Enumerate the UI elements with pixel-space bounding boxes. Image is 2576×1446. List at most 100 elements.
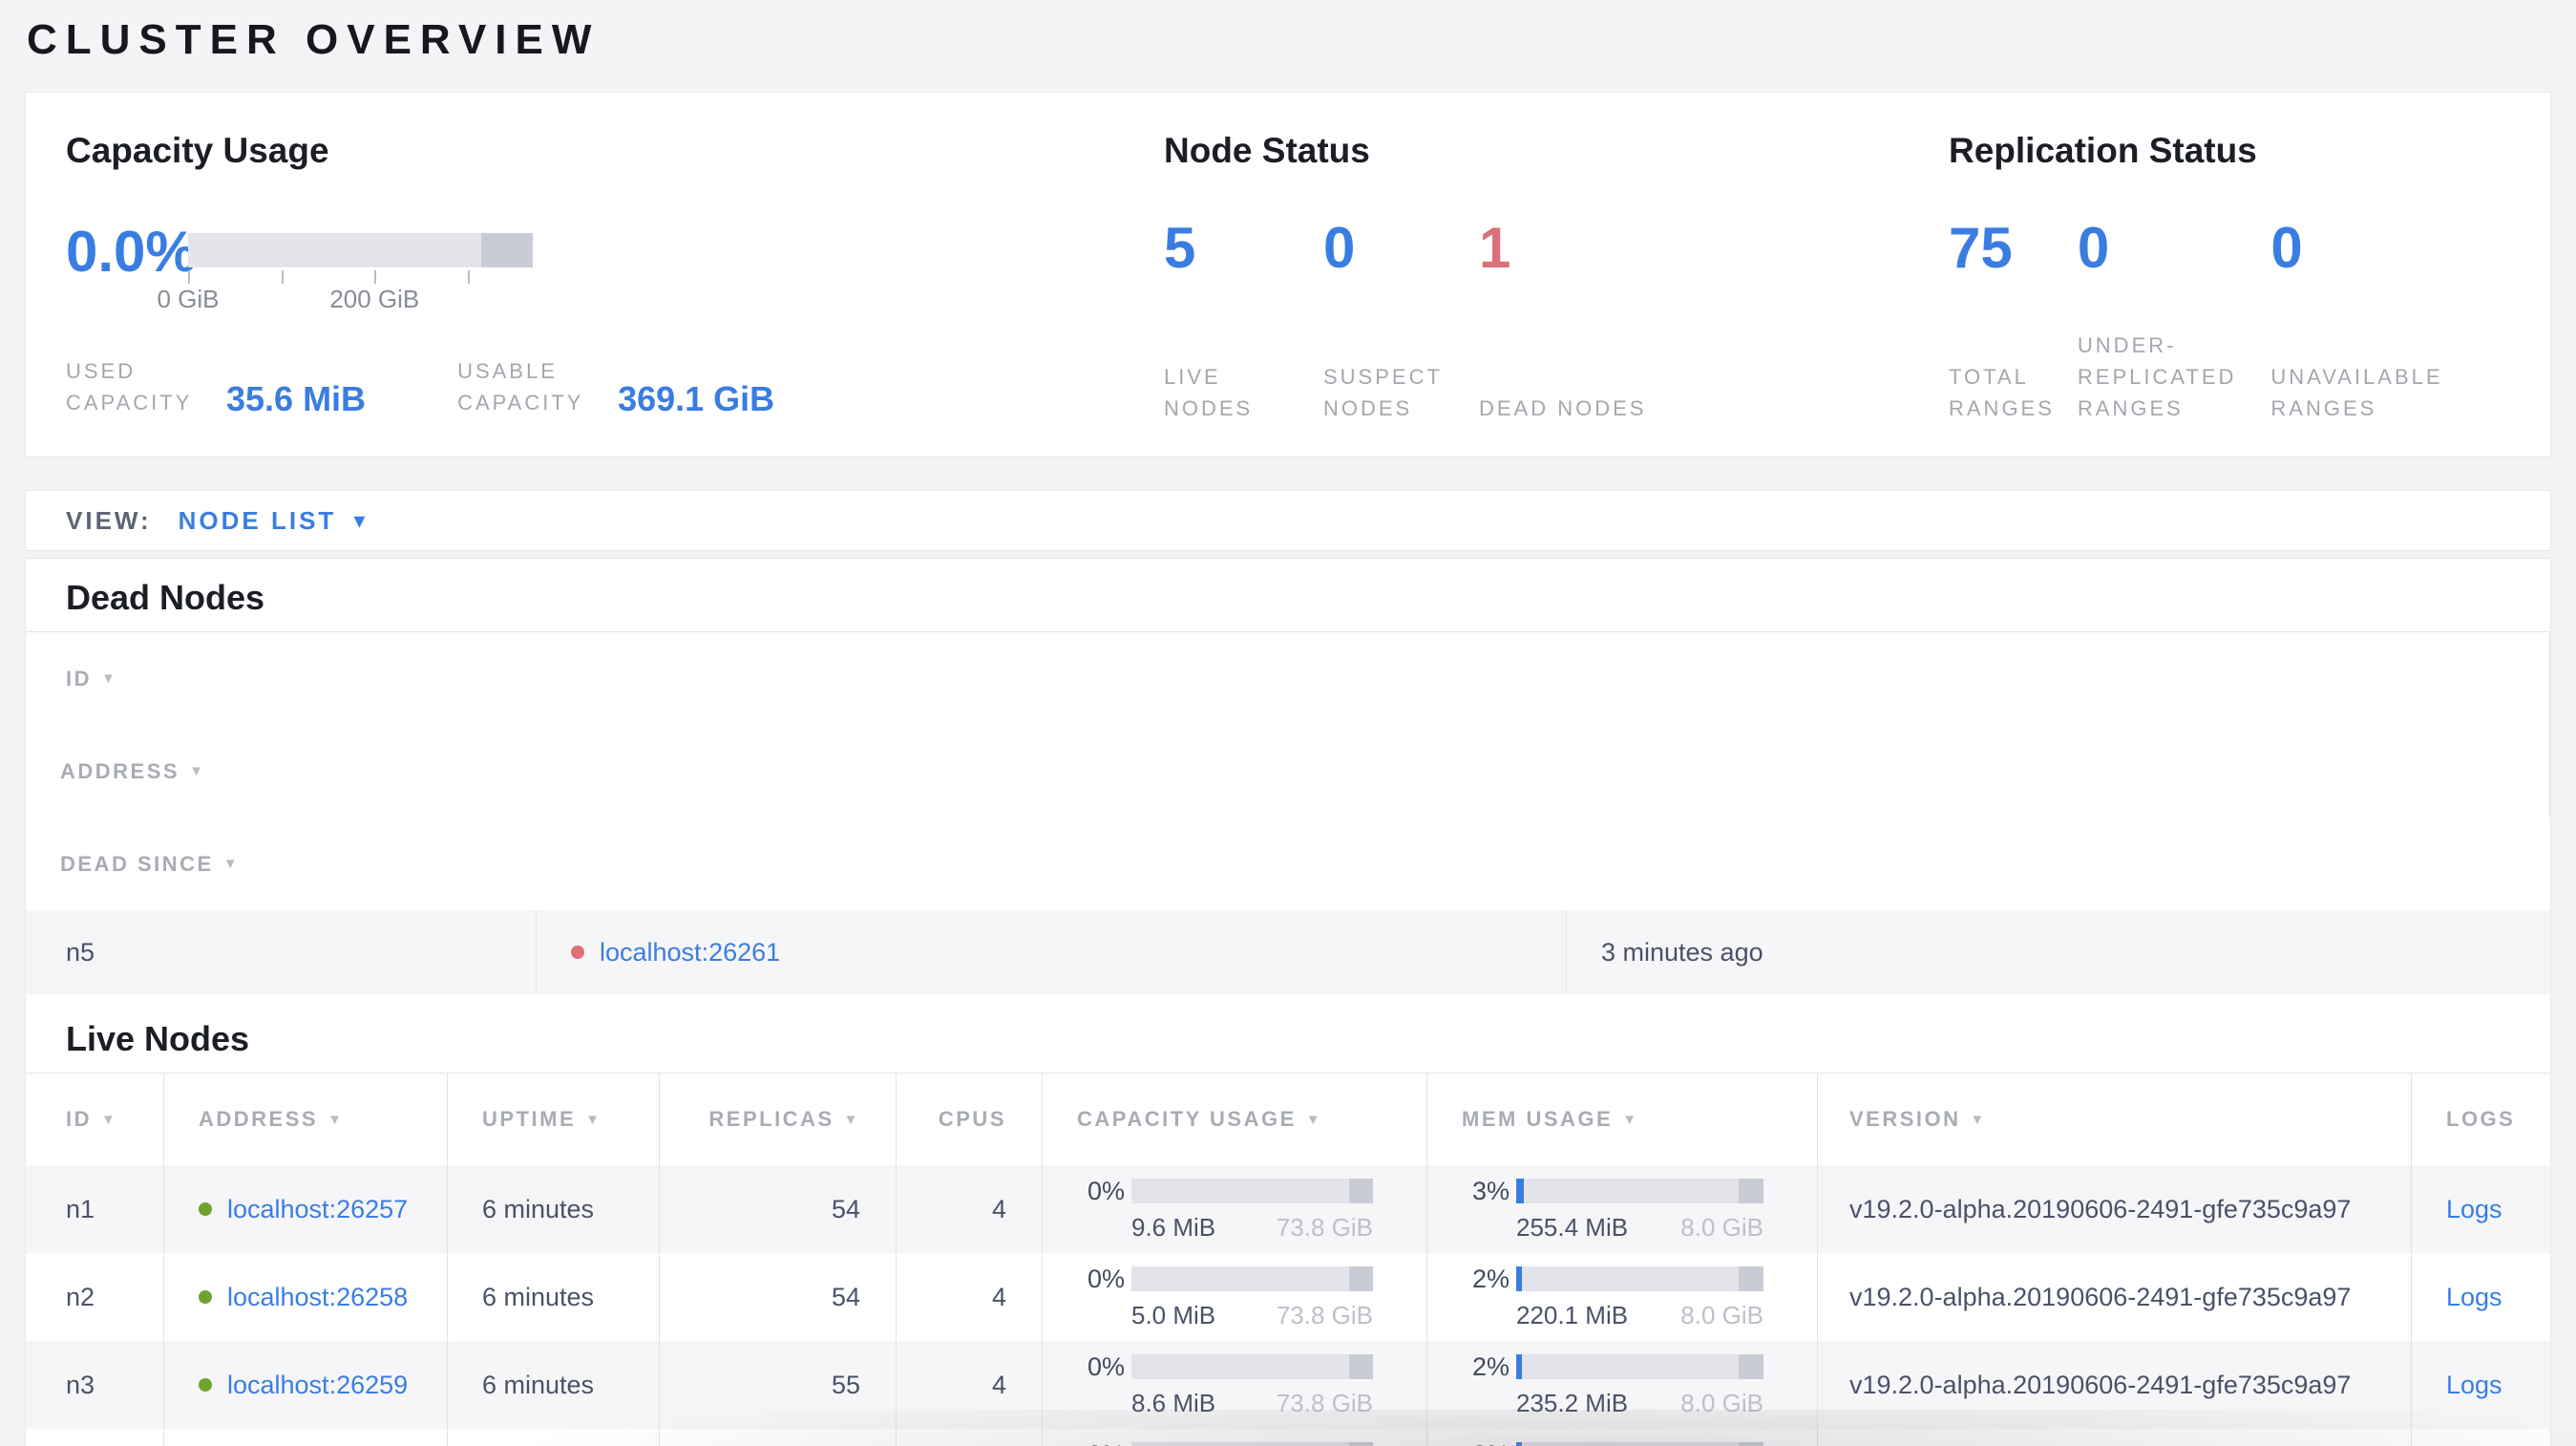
capacity-total-value: 73.8 GiB [1276,1300,1373,1329]
live-node-address-link[interactable]: localhost:26259 [227,1370,409,1399]
live-node-version: v19.2.0-alpha.20190606-2491-gfe735c9a97 [1818,1429,2412,1446]
capacity-other-segment [1348,1442,1373,1446]
mem-used-value: 255.4 MiB [1516,1212,1629,1242]
dead-col-header-address[interactable]: ADDRESS ▼ [26,725,2550,818]
mem-total-value: 8.0 GiB [1680,1212,1763,1242]
suspect-nodes-stat: 0 SUSPECT NODES [1323,217,1479,424]
mem-mini-bar [1516,1266,1763,1291]
node-status-title: Node Status [1164,131,1370,170]
capacity-mini-bar [1131,1179,1373,1203]
mem-fill [1516,1354,1523,1379]
mem-total-value: 8.0 GiB [1680,1300,1763,1329]
live-node-replicas: 54 [660,1165,897,1253]
sort-icon: ▼ [1622,1111,1639,1128]
live-col-header-mem-usage[interactable]: MEM USAGE ▼ [1427,1074,1818,1165]
capacity-stats: USED CAPACITY 35.6 MiB USABLE CAPACITY 3… [66,355,774,418]
capacity-percent: 0.0% [66,220,197,284]
mem-other-segment [1739,1354,1763,1379]
capacity-used-value: 5.0 MiB [1131,1300,1216,1329]
live-col-header-uptime[interactable]: UPTIME ▼ [448,1074,660,1165]
live-node-address-cell: localhost:26259 [164,1341,448,1429]
dead-node-address-link[interactable]: localhost:26261 [600,937,781,967]
capacity-percent-label: 0% [1087,1351,1125,1381]
capacity-percent-label: 0% [1087,1176,1125,1205]
used-capacity-value: 35.6 MiB [226,379,367,418]
dead-col-header-id[interactable]: ID ▼ [26,632,2550,725]
unavailable-ranges-count: 0 [2270,216,2303,280]
capacity-other-segment [1348,1266,1373,1291]
live-nodes-header-row: ID ▼ ADDRESS ▼ UPTIME ▼ REPLICAS ▼ CPUS [26,1074,2550,1165]
dead-node-row: n5 localhost:26261 3 minutes ago [26,910,2550,994]
live-col-logs-label: LOGS [2446,1107,2516,1131]
under-replicated-stat: 0 UNDER-REPLICATED RANGES [2078,217,2271,424]
capacity-usage-title: Capacity Usage [66,131,329,170]
mem-mini-bar [1516,1179,1763,1203]
dead-col-header-dead-since[interactable]: DEAD SINCE ▼ [26,818,2550,910]
live-node-logs-link[interactable]: Logs [2446,1194,2502,1223]
dead-nodes-stat: 1 DEAD NODES [1479,217,1669,424]
live-node-version: v19.2.0-alpha.20190606-2491-gfe735c9a97 [1818,1165,2412,1253]
live-node-row: n4 localhost:26262 6 minutes 53 4 0% 4.6… [26,1429,2550,1446]
mem-other-segment [1739,1266,1763,1291]
live-node-version: v19.2.0-alpha.20190606-2491-gfe735c9a97 [1818,1253,2412,1341]
live-node-address-cell: localhost:26258 [164,1253,448,1341]
capacity-percent-label: 0% [1087,1264,1125,1293]
sort-icon: ▼ [101,670,118,687]
live-col-header-address[interactable]: ADDRESS ▼ [164,1074,448,1165]
mem-used-value: 235.2 MiB [1516,1388,1629,1417]
nodes-panel: Dead Nodes ID ▼ ADDRESS ▼ DEAD SINCE ▼ n… [25,558,2551,1446]
live-nodes-rows: n1 localhost:26257 6 minutes 54 4 0% 9.6… [26,1165,2550,1446]
capacity-usage-section: Capacity Usage 0.0% 0 GiB [66,129,1154,457]
dead-nodes-label: DEAD NODES [1479,396,1647,420]
live-node-logs-link[interactable]: Logs [2446,1370,2502,1399]
live-node-replicas: 53 [660,1429,897,1446]
live-node-address-link[interactable]: localhost:26258 [227,1282,409,1311]
live-node-row: n3 localhost:26259 6 minutes 55 4 0% 8.6… [26,1341,2550,1429]
capacity-total-value: 73.8 GiB [1276,1388,1373,1417]
live-node-cpus: 4 [897,1429,1043,1446]
live-node-cpus: 4 [897,1253,1043,1341]
page-title: CLUSTER OVERVIEW [27,16,601,63]
live-node-uptime: 6 minutes [448,1429,660,1446]
live-node-uptime: 6 minutes [448,1165,660,1253]
view-dropdown[interactable]: NODE LIST ▾ [179,506,366,536]
live-node-row: n1 localhost:26257 6 minutes 54 4 0% 9.6… [26,1165,2550,1253]
dead-status-dot-icon [571,946,584,959]
capacity-percent-label: 0% [1043,1440,1125,1446]
mem-percent-label: 2% [1427,1440,1510,1446]
live-node-id: n1 [26,1165,164,1253]
used-capacity-label: USED CAPACITY [66,359,193,415]
live-node-address-cell: localhost:26262 [164,1429,448,1446]
live-col-header-id[interactable]: ID ▼ [26,1074,164,1165]
live-col-uptime-label: UPTIME [482,1107,577,1131]
capacity-axis-labels: 0 GiB 200 GiB [157,285,533,317]
replication-stats: 75 TOTAL RANGES 0 UNDER-REPLICATED RANGE… [1949,217,2522,424]
unavailable-ranges-stat: 0 UNAVAILABLE RANGES [2270,217,2522,424]
live-node-logs-link[interactable]: Logs [2446,1282,2502,1311]
view-selected-value: NODE LIST [178,505,337,535]
live-node-cpus: 4 [897,1341,1043,1429]
capacity-total-value: 73.8 GiB [1276,1212,1373,1242]
live-node-mem-usage: 2% 235.2 MiB 8.0 GiB [1427,1341,1818,1429]
live-status-dot-icon [199,1202,212,1216]
mem-fill [1516,1442,1523,1446]
live-col-header-capacity-usage[interactable]: CAPACITY USAGE ▼ [1043,1074,1427,1165]
capacity-meter: 0.0% 0 GiB 200 GiB [66,221,1154,317]
capacity-mini-bar [1131,1442,1373,1446]
mem-fill [1516,1266,1523,1291]
capacity-bar: 0 GiB 200 GiB [157,233,533,317]
live-col-capacity-label: CAPACITY USAGE [1077,1107,1297,1131]
live-node-address-link[interactable]: localhost:26257 [227,1194,409,1223]
live-nodes-table: ID ▼ ADDRESS ▼ UPTIME ▼ REPLICAS ▼ CPUS [26,1073,2550,1446]
live-col-header-replicas[interactable]: REPLICAS ▼ [660,1074,897,1165]
sort-icon: ▼ [585,1111,602,1128]
dead-node-dead-since: 3 minutes ago [1601,937,1763,967]
under-replicated-label: UNDER-REPLICATED RANGES [2077,333,2237,420]
live-node-mem-usage: 3% 255.4 MiB 8.0 GiB [1427,1165,1818,1253]
live-col-header-version[interactable]: VERSION ▼ [1818,1074,2412,1165]
sort-icon: ▼ [1970,1111,1987,1128]
capacity-other-segment [1348,1179,1373,1203]
sort-icon: ▼ [101,1111,118,1128]
axis-label-0gib: 0 GiB [157,285,220,313]
capacity-used-value: 9.6 MiB [1131,1212,1216,1242]
